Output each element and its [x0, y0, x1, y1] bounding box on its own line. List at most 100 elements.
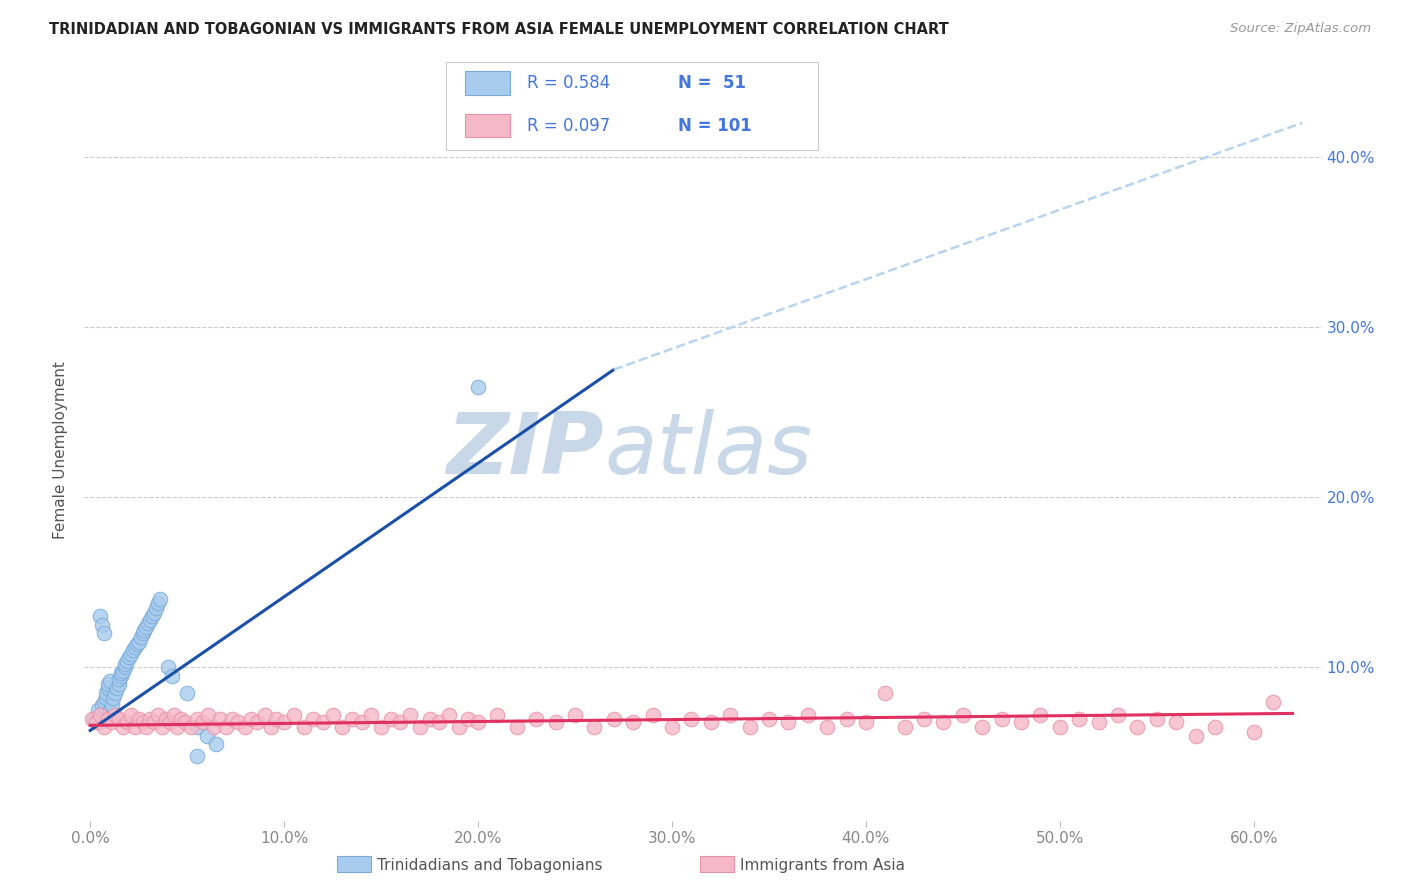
Point — [952, 708, 974, 723]
Point — [1049, 720, 1071, 734]
Point — [912, 712, 935, 726]
Point — [128, 635, 150, 649]
Point — [815, 720, 838, 734]
Text: R = 0.097: R = 0.097 — [527, 117, 610, 135]
Point — [134, 623, 156, 637]
Point — [603, 712, 626, 726]
Point — [131, 626, 153, 640]
Y-axis label: Female Unemployment: Female Unemployment — [53, 361, 69, 540]
Point — [259, 720, 281, 734]
Point — [1126, 720, 1149, 734]
Text: Trinidadians and Tobagonians: Trinidadians and Tobagonians — [377, 858, 602, 872]
Point — [143, 606, 166, 620]
Point — [447, 720, 470, 734]
Point — [544, 714, 567, 729]
Point — [457, 712, 479, 726]
Point — [1010, 714, 1032, 729]
Point — [266, 712, 288, 726]
Point — [875, 686, 897, 700]
Point — [641, 708, 664, 723]
Point — [118, 650, 141, 665]
Point — [427, 714, 450, 729]
Point — [176, 686, 198, 700]
Point — [121, 643, 143, 657]
Point — [350, 714, 373, 729]
Point — [104, 708, 127, 723]
Text: atlas: atlas — [605, 409, 813, 492]
Point — [524, 712, 547, 726]
Point — [114, 657, 136, 671]
Point — [146, 708, 169, 723]
Point — [135, 720, 157, 734]
Point — [100, 698, 122, 712]
Point — [1204, 720, 1226, 734]
Point — [94, 686, 117, 700]
Point — [104, 686, 127, 700]
Point — [128, 712, 150, 726]
Point — [156, 660, 179, 674]
Point — [120, 647, 142, 661]
Point — [1087, 714, 1109, 729]
Point — [681, 712, 703, 726]
Text: TRINIDADIAN AND TOBAGONIAN VS IMMIGRANTS FROM ASIA FEMALE UNEMPLOYMENT CORRELATI: TRINIDADIAN AND TOBAGONIAN VS IMMIGRANTS… — [49, 22, 949, 37]
Point — [112, 664, 135, 678]
Point — [330, 720, 353, 734]
Point — [621, 714, 644, 729]
Point — [83, 712, 105, 726]
Point — [112, 720, 135, 734]
Point — [115, 714, 138, 729]
Point — [360, 708, 382, 723]
Text: N = 101: N = 101 — [678, 117, 751, 135]
Text: ZIP: ZIP — [446, 409, 605, 492]
Point — [139, 712, 162, 726]
Point — [1184, 729, 1206, 743]
Point — [855, 714, 877, 729]
Point — [146, 596, 169, 610]
Point — [226, 714, 249, 729]
Point — [166, 720, 188, 734]
Point — [467, 379, 489, 393]
Point — [486, 708, 509, 723]
Point — [205, 737, 228, 751]
Point — [110, 665, 132, 680]
Point — [124, 640, 146, 654]
Point — [796, 708, 818, 723]
Point — [125, 637, 148, 651]
Point — [195, 729, 218, 743]
Point — [1069, 712, 1091, 726]
Point — [661, 720, 683, 734]
Text: R = 0.584: R = 0.584 — [527, 74, 610, 92]
Point — [389, 714, 412, 729]
Point — [370, 720, 392, 734]
Point — [93, 720, 115, 734]
Point — [893, 720, 915, 734]
Point — [120, 708, 142, 723]
Point — [131, 714, 153, 729]
Point — [138, 616, 160, 631]
Text: N =  51: N = 51 — [678, 74, 745, 92]
Point — [143, 714, 166, 729]
Point — [322, 708, 344, 723]
Point — [98, 674, 121, 689]
Text: Source: ZipAtlas.com: Source: ZipAtlas.com — [1230, 22, 1371, 36]
Point — [145, 600, 167, 615]
Point — [1243, 725, 1265, 739]
Point — [108, 712, 131, 726]
Point — [221, 712, 243, 726]
Point — [932, 714, 955, 729]
Point — [1107, 708, 1129, 723]
Point — [87, 703, 110, 717]
Point — [283, 708, 305, 723]
Point — [253, 708, 276, 723]
Point — [84, 714, 107, 729]
Point — [215, 720, 238, 734]
Point — [97, 677, 120, 691]
Point — [159, 714, 181, 729]
Point — [94, 691, 117, 706]
Point — [93, 694, 115, 708]
Point — [758, 712, 780, 726]
Point — [583, 720, 606, 734]
Point — [89, 708, 111, 723]
Point — [97, 712, 120, 726]
Point — [312, 714, 335, 729]
